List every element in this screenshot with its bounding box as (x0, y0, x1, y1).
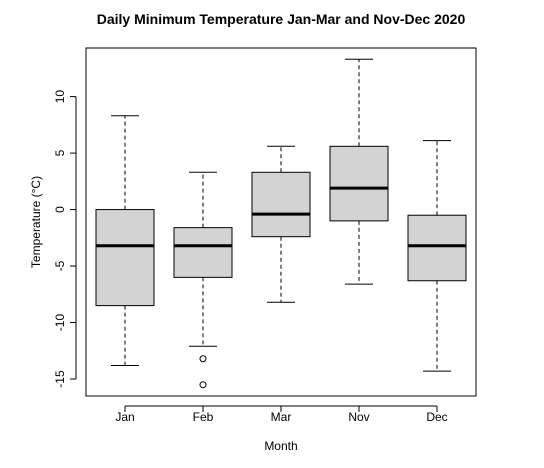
x-tick-label: Dec (426, 410, 447, 424)
chart-title: Daily Minimum Temperature Jan-Mar and No… (97, 11, 466, 27)
y-tick-label: -5 (53, 260, 67, 271)
x-axis-label: Month (264, 439, 297, 453)
x-tick-label: Nov (348, 410, 369, 424)
y-axis-label: Temperature (°C) (29, 176, 43, 268)
box-jan (95, 209, 155, 307)
outlier-feb (199, 381, 207, 389)
box-feb (173, 227, 233, 278)
y-tick-label: 10 (53, 90, 67, 104)
box-mar (251, 171, 311, 238)
plot-frame (85, 47, 477, 397)
box-dec (407, 214, 467, 282)
y-tick-label: 0 (53, 206, 67, 213)
x-tick-label: Mar (271, 410, 292, 424)
y-tick-label: -15 (53, 370, 67, 388)
x-tick-label: Jan (115, 410, 134, 424)
outlier-feb (199, 355, 207, 363)
box-nov (329, 145, 389, 222)
x-tick-label: Feb (193, 410, 214, 424)
y-tick-label: 5 (53, 149, 67, 156)
chart-marks: -15 -10 -5 0 5 10 Jan Feb Mar Nov Dec (53, 58, 467, 424)
y-tick-label: -10 (53, 314, 67, 332)
